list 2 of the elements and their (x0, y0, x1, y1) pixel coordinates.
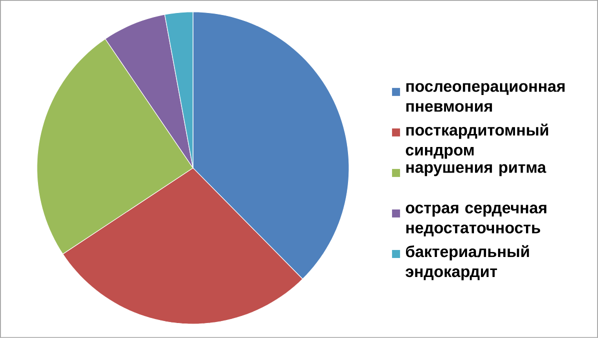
legend-label: бактериальный эндокардит (406, 245, 529, 280)
legend-label: нарушения ритма (406, 164, 546, 176)
